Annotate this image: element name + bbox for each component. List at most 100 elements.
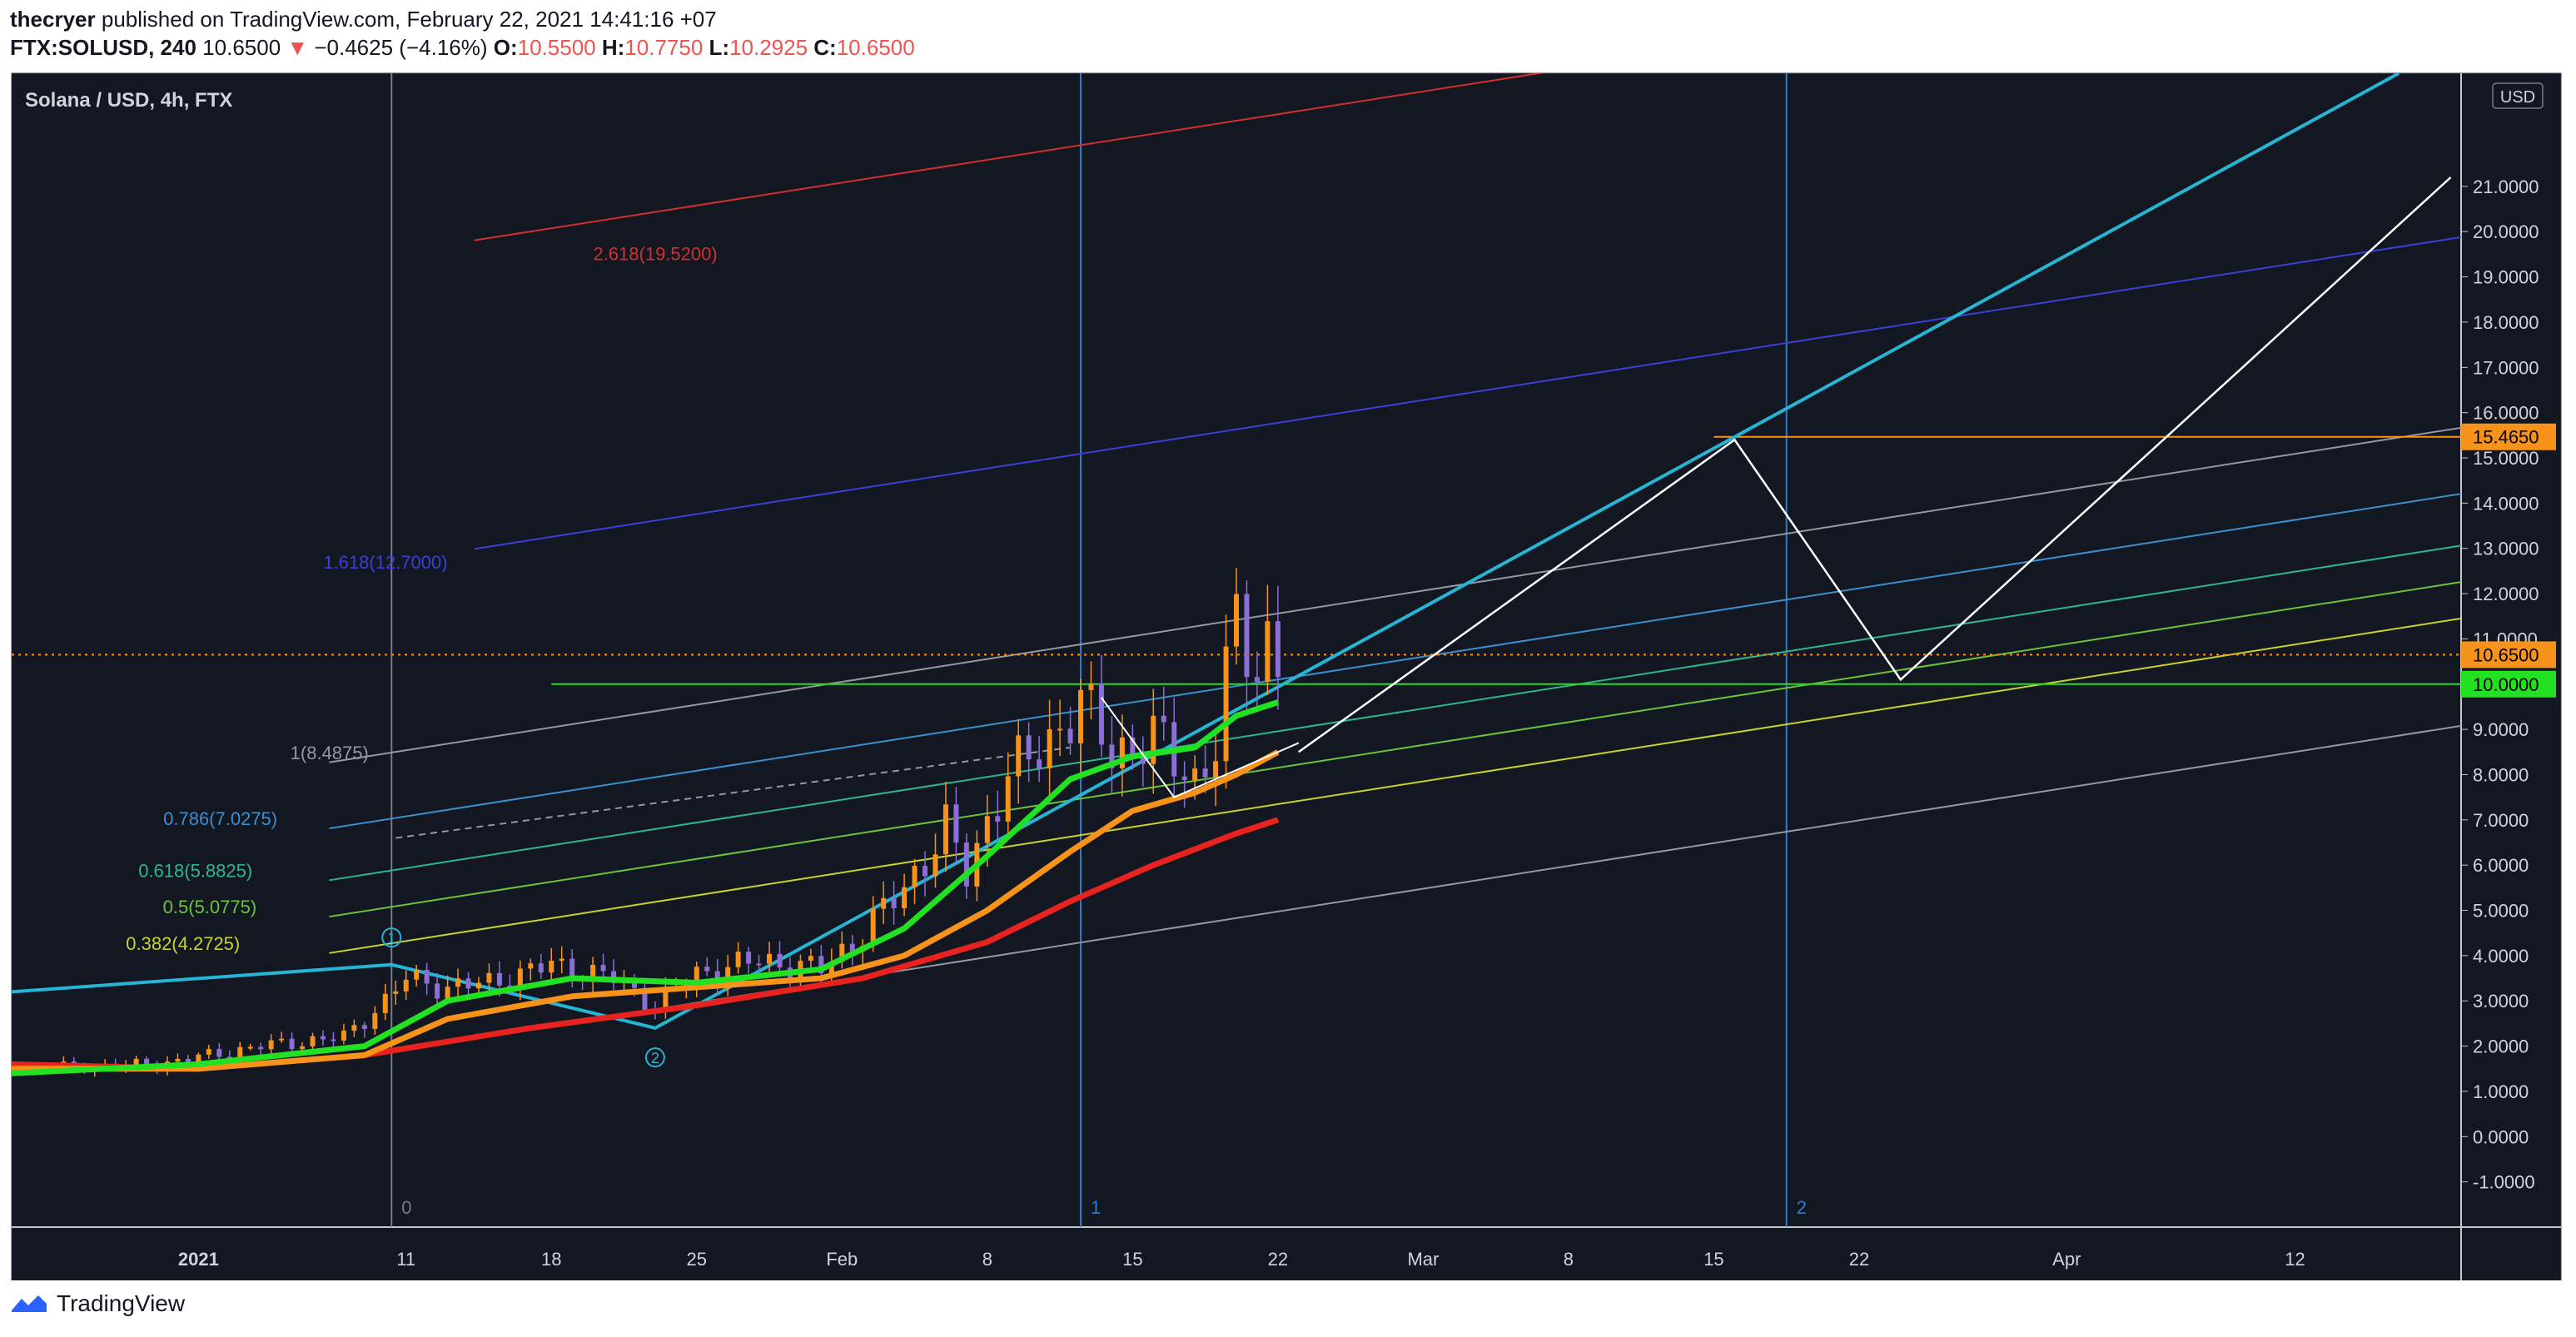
fib-label-0-5: 0.5(5.0775)	[163, 897, 257, 917]
candle-body-105	[1098, 683, 1104, 745]
candle-body-47	[496, 972, 502, 986]
candle-body-81	[849, 943, 855, 952]
candle-body-52	[549, 960, 554, 973]
candle-body-96	[1005, 776, 1011, 822]
last-price: 10.6500	[202, 35, 281, 60]
x-tick-label-12: Apr	[2052, 1249, 2081, 1270]
fib-line-1	[329, 426, 2461, 763]
candle-body-27	[289, 1038, 295, 1050]
candle-body-116	[1213, 761, 1219, 778]
candle-body-84	[881, 897, 887, 909]
candle-body-42	[445, 987, 450, 999]
tradingview-logo-icon	[12, 1295, 47, 1312]
candle-body-54	[569, 958, 575, 980]
open-value: 10.5500	[517, 35, 596, 60]
candle-body-95	[995, 816, 1001, 822]
vertical-marker-label-1: 1	[1091, 1197, 1101, 1218]
y-tick-label-7: 6.0000	[2473, 855, 2529, 876]
candle-body-16	[175, 1058, 181, 1062]
chart-background	[11, 72, 2562, 1280]
x-tick-label-0: 2021	[178, 1249, 219, 1270]
brand-name: TradingView	[57, 1290, 186, 1316]
candle-body-73	[767, 953, 773, 964]
candle-body-37	[393, 991, 399, 994]
x-tick-label-11: 22	[1849, 1249, 1869, 1270]
candle-body-103	[1078, 689, 1084, 743]
y-tick-label-1: 0.0000	[2473, 1126, 2529, 1147]
candle-body-12	[133, 1058, 139, 1066]
currency-badge	[2492, 82, 2544, 109]
candle-body-20	[216, 1049, 222, 1057]
y-tick-label-9: 8.0000	[2473, 764, 2529, 785]
y-tick-label-14: 13.0000	[2473, 539, 2539, 559]
price-change: −0.4625 (−4.16%)	[314, 35, 488, 60]
candle-body-36	[382, 993, 388, 1013]
ohlc-bar: FTX:SOLUSD, 240 10.6500 ▼ −0.4625 (−4.16…	[10, 35, 915, 61]
candle-body-98	[1026, 735, 1032, 760]
candle-body-109	[1140, 754, 1146, 764]
y-tick-label-19: 18.0000	[2473, 312, 2539, 333]
candle-body-119	[1244, 594, 1250, 678]
y-tick-label-18: 17.0000	[2473, 357, 2539, 378]
abc-correction-line	[1101, 697, 1300, 798]
y-tick-label-2: 1.0000	[2473, 1081, 2529, 1102]
candle-body-17	[185, 1058, 191, 1062]
candle-body-91	[953, 804, 959, 843]
candle-body-101	[1057, 728, 1063, 731]
x-tick-label-5: 8	[982, 1249, 992, 1270]
price-tag-label-0: 15.4650	[2473, 427, 2539, 448]
y-tick-label-21: 20.0000	[2473, 221, 2539, 242]
fib-label-0-618: 0.618(5.8825)	[138, 861, 252, 882]
candle-body-102	[1067, 728, 1073, 743]
candle-body-46	[486, 972, 492, 983]
candle-body-104	[1088, 683, 1094, 690]
candle-body-38	[403, 979, 409, 992]
x-tick-label-8: Mar	[1407, 1249, 1439, 1270]
ema-fast-line	[12, 699, 1279, 1076]
candle-body-56	[590, 964, 596, 982]
candle-body-33	[351, 1025, 357, 1031]
x-tick-label-13: 12	[2285, 1249, 2305, 1270]
y-tick-label-22: 21.0000	[2473, 176, 2539, 197]
candle-body-72	[756, 963, 762, 966]
y-tick-label-17: 16.0000	[2473, 403, 2539, 424]
candle-body-44	[465, 978, 471, 989]
candle-body-25	[268, 1040, 274, 1050]
price-tag-label-1: 10.6500	[2473, 644, 2539, 665]
price-tag-bg-1	[2461, 641, 2556, 668]
candle-body-30	[320, 1036, 326, 1040]
close-value: 10.6500	[836, 35, 915, 60]
high-value: 10.7750	[624, 35, 704, 60]
candle-body-100	[1047, 728, 1052, 768]
x-tick-label-1: 11	[396, 1249, 415, 1270]
candle-body-19	[206, 1049, 211, 1055]
projection-path	[1298, 176, 2452, 753]
candle-body-118	[1234, 594, 1239, 647]
down-arrow-icon: ▼	[286, 35, 309, 60]
candle-body-35	[372, 1012, 378, 1029]
low-value: 10.2925	[729, 35, 808, 60]
candle-body-57	[600, 964, 606, 972]
candle-body-97	[1016, 735, 1022, 777]
candle-body-32	[341, 1031, 346, 1041]
x-tick-label-4: Feb	[826, 1249, 858, 1270]
candle-body-83	[870, 908, 876, 947]
candle-body-60	[631, 979, 637, 988]
y-tick-label-10: 9.0000	[2473, 719, 2529, 740]
candle-body-88	[922, 865, 928, 877]
candle-body-43	[455, 978, 461, 987]
candle-body-34	[361, 1025, 367, 1029]
candle-body-87	[912, 865, 918, 887]
y-tick-label-8: 7.0000	[2473, 810, 2529, 831]
candle-body-63	[663, 987, 669, 1011]
fib-line-1-618	[474, 236, 2461, 550]
wave-label-1: 2	[651, 1050, 659, 1066]
price-chart[interactable]: 0 1 2120.382(4.2725)0.5(5.0775)0.618(5.882…	[0, 68, 2576, 1280]
candle-body-113	[1181, 776, 1187, 781]
wave-label-circle-1	[644, 1047, 665, 1068]
x-tick-label-3: 25	[687, 1249, 707, 1270]
candle-body-94	[984, 816, 990, 843]
high-label: H:	[601, 35, 625, 60]
candle-body-114	[1192, 768, 1198, 781]
candle-body-77	[808, 956, 813, 962]
